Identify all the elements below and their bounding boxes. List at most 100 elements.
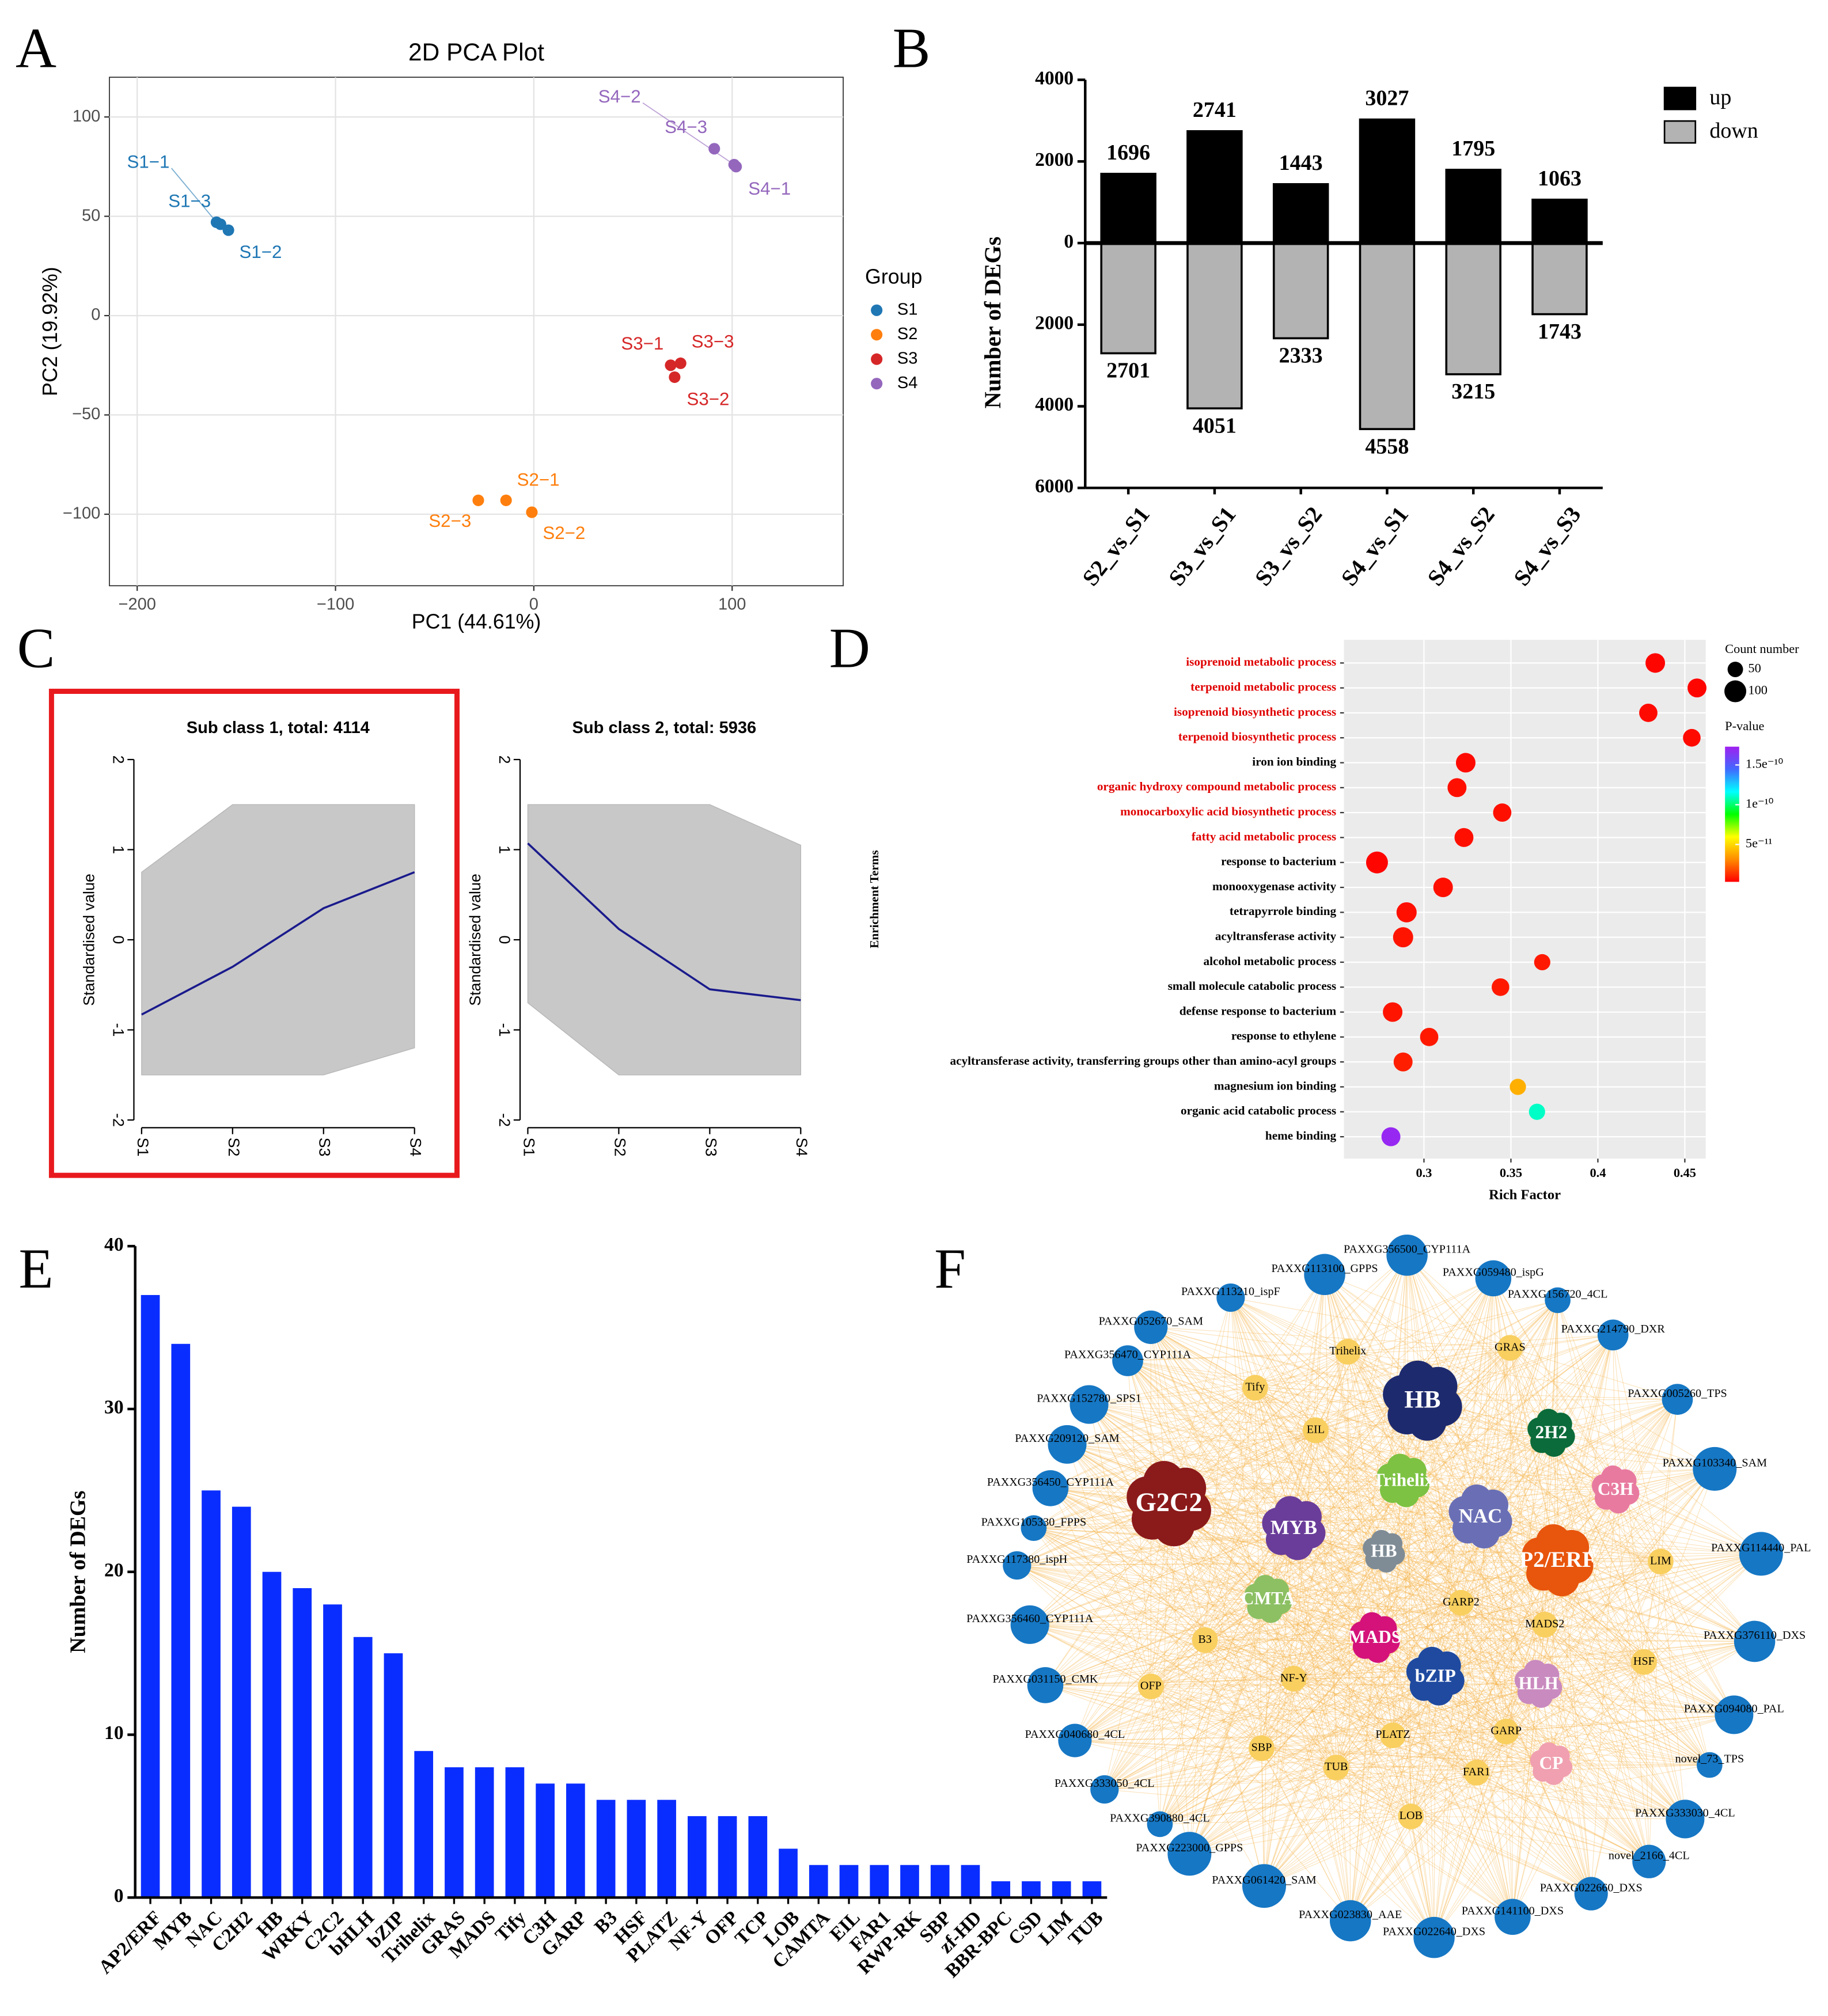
edge — [1461, 1603, 1592, 1894]
panel-label: B — [893, 17, 931, 79]
edge — [1402, 1480, 1513, 1917]
bar — [748, 1816, 768, 1898]
gene-label: PAXXG114440_PAL — [1711, 1542, 1811, 1554]
value-band — [527, 804, 801, 1076]
edge — [1461, 1603, 1649, 1862]
bar — [1052, 1881, 1071, 1898]
edge — [1538, 1684, 1592, 1894]
edge — [1268, 1334, 1614, 1600]
gene-node — [1090, 1775, 1119, 1804]
edge — [1089, 1387, 1256, 1405]
edge — [1033, 1528, 1384, 1552]
hub-label: MADS — [1348, 1627, 1401, 1647]
edge — [1104, 1516, 1481, 1790]
edge — [1510, 1347, 1762, 1554]
edge — [1151, 1686, 1710, 1766]
edge — [1150, 1686, 1435, 1938]
edge — [1410, 1764, 1710, 1817]
edge — [1230, 1297, 1262, 1749]
edge — [1551, 1641, 1755, 1764]
edge — [1402, 1480, 1412, 1817]
edge — [1557, 1560, 1592, 1894]
edge — [1151, 1327, 1552, 1433]
edge — [1261, 1432, 1552, 1749]
edge — [1230, 1297, 1545, 1625]
tf-node — [1137, 1673, 1164, 1700]
gene-label: PAXXG141100_DXS — [1462, 1905, 1564, 1918]
edge — [1254, 1388, 1265, 1886]
gene-node — [1021, 1515, 1047, 1542]
hub-label: NAC — [1459, 1505, 1503, 1527]
chart-title: 2D PCA Plot — [408, 39, 544, 66]
edge — [1204, 1297, 1231, 1641]
edge — [1505, 1731, 1686, 1820]
edge — [1017, 1565, 1552, 1764]
edge — [1067, 1351, 1348, 1445]
tf-label: LOB — [1400, 1809, 1423, 1822]
y-tick-label: 0 — [114, 1885, 124, 1907]
gene-node — [1495, 1899, 1531, 1935]
edge — [1461, 1603, 1513, 1917]
edge — [1159, 1772, 1477, 1825]
edge — [1510, 1347, 1678, 1400]
edge — [1033, 1528, 1205, 1641]
leader-line — [642, 102, 735, 165]
bar — [627, 1799, 646, 1898]
edge — [1264, 1676, 1436, 1886]
edge — [1104, 1602, 1462, 1790]
x-tick-label: TUB — [1064, 1907, 1108, 1950]
edge — [1074, 1430, 1316, 1741]
edge — [1159, 1816, 1411, 1825]
edge — [1268, 1599, 1755, 1642]
tf-label: FAR1 — [1463, 1766, 1491, 1778]
edge — [1017, 1565, 1294, 1679]
tf-label: GARP — [1491, 1725, 1522, 1737]
colorbar-tick-label: 5e⁻¹¹ — [1746, 836, 1772, 851]
bar — [262, 1571, 282, 1898]
edge — [1315, 1430, 1686, 1820]
edge — [1033, 1387, 1256, 1529]
legend-label: up — [1709, 85, 1731, 109]
dot — [1393, 1052, 1413, 1072]
edge — [1189, 1735, 1393, 1854]
edge — [1493, 1278, 1552, 1433]
edge — [1538, 1553, 1762, 1684]
edge — [1075, 1740, 1552, 1764]
edge — [1089, 1404, 1151, 1687]
highlight-frame — [48, 689, 460, 1178]
dot — [1645, 653, 1666, 673]
edge — [1189, 1661, 1644, 1854]
edge — [1030, 1551, 1384, 1625]
tf-node — [1398, 1804, 1424, 1829]
edge — [1550, 1432, 1735, 1715]
edge — [1294, 1528, 1649, 1862]
edge — [1350, 1772, 1477, 1921]
edge — [1350, 1347, 1511, 1921]
tf-label: HSF — [1633, 1655, 1655, 1668]
edge — [1557, 1560, 1735, 1715]
point — [222, 224, 234, 236]
edge — [1348, 1334, 1613, 1352]
edge — [1075, 1400, 1423, 1741]
tf-label: B3 — [1198, 1633, 1211, 1646]
gene-label: PAXXG223000_GPPS — [1136, 1842, 1243, 1854]
edge — [1268, 1599, 1592, 1894]
dot — [1433, 878, 1453, 898]
edge — [1017, 1565, 1205, 1641]
edge — [1104, 1639, 1205, 1790]
edge — [1293, 1274, 1325, 1679]
edge — [1127, 1360, 1337, 1768]
edge — [1204, 1255, 1408, 1641]
edge — [1030, 1624, 1294, 1679]
x-tick-label: S4_vs_S2 — [1422, 502, 1500, 591]
y-axis-label: Standardised value — [467, 874, 484, 1006]
edge — [1324, 1274, 1385, 1552]
tf-label: TUB — [1325, 1760, 1348, 1773]
edge — [1050, 1487, 1552, 1764]
x-axis-label: PC1 (44.61%) — [412, 610, 541, 633]
edge — [1104, 1624, 1545, 1790]
edge — [1075, 1551, 1385, 1741]
edge — [1324, 1274, 1616, 1490]
x-axis-label: Rich Factor — [1489, 1187, 1561, 1203]
edge — [1017, 1565, 1644, 1662]
